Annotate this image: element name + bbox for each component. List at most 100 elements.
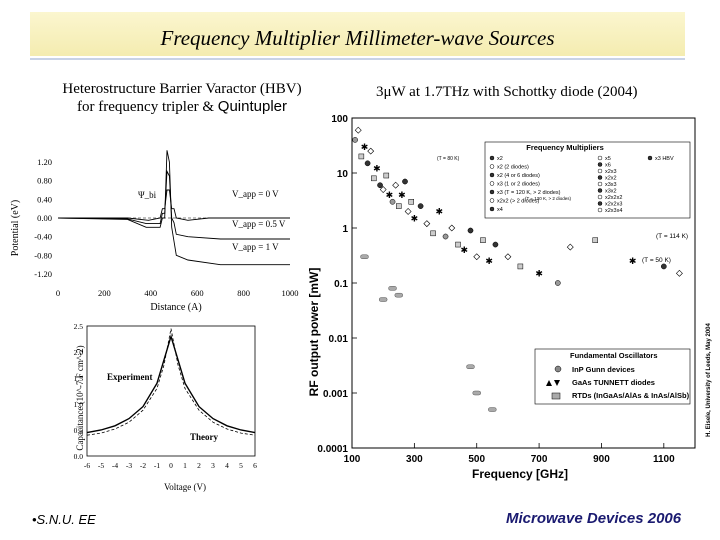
rf-point <box>675 269 683 277</box>
capacitance-ytick: 0.0 <box>74 452 84 461</box>
capacitance-xtick: 2 <box>197 461 201 470</box>
potential-ytick: 0.40 <box>37 194 52 204</box>
rf-point <box>352 137 358 143</box>
capacitance-ytick: 1.5 <box>74 374 84 383</box>
rf-xlabel: Frequency [GHz] <box>472 467 568 481</box>
rf-legend2-gunn-marker <box>554 365 562 373</box>
rf-point: ✱ <box>398 190 406 200</box>
potential-annotation-v0: V_app = 0 V <box>232 189 279 199</box>
rf-point <box>408 199 414 205</box>
capacitance-ytick: 0.5 <box>74 426 84 435</box>
potential-xtick: 0 <box>56 288 60 298</box>
rf-xtick: 1100 <box>653 454 675 465</box>
potential-xtick: 200 <box>98 288 111 298</box>
rf-point: ✱ <box>411 213 419 223</box>
capacitance-ytick: 2.5 <box>74 322 84 331</box>
capacitance-xtick: -3 <box>126 461 132 470</box>
rf-legend2-box <box>534 348 691 405</box>
potential-ylabel: Potential (eV) <box>10 200 21 256</box>
hbv-heading-line2-prefix: for frequency tripler & <box>77 99 215 115</box>
capacitance-xtick: 1 <box>183 461 187 470</box>
rf-point <box>455 241 461 248</box>
potential-chart: Potential (eV) 1.20 0.80 0.40 0.00 -0.40 -0.8… <box>10 150 299 313</box>
rf-power-chart: RF output power [mW] 100 10 1 0.1 0.01 0.001 0… <box>307 114 712 481</box>
rf-oscillator-point <box>472 390 481 396</box>
hbv-heading-line2-suffix: Quintupler <box>217 98 287 115</box>
potential-annotation-v05: V_app = 0.5 V <box>232 219 286 229</box>
potential-series-line <box>57 150 290 266</box>
rf-oscillator-point <box>466 364 475 370</box>
rf-point <box>430 230 436 237</box>
potential-ytick: 0.00 <box>37 213 52 223</box>
rf-point: ✱ <box>373 164 381 174</box>
rf-point: ✱ <box>460 245 468 255</box>
rf-legend-marker <box>597 168 603 174</box>
rf-point <box>592 237 598 243</box>
capacitance-chart: Capacitance (10^-7 F cm^-2) 0.0 0.5 1.0 1.5… <box>74 322 258 492</box>
potential-xlabel: Distance (A) <box>150 302 201 313</box>
rf-point <box>492 241 499 248</box>
capacitance-ytick: 2.0 <box>74 348 84 357</box>
rf-legend-entry: x4 <box>497 207 503 213</box>
rf-legend-entry: x3 (1 or 2 diodes) <box>497 182 540 188</box>
rf-legend-entry: x2 <box>497 156 503 162</box>
footer-affiliation: •S.N.U. EE <box>32 512 96 527</box>
rf-legend-title: Frequency Multipliers <box>526 143 604 152</box>
potential-annotation-psi: Ψ_bi <box>138 190 157 200</box>
rf-point <box>423 220 431 228</box>
rf-legend-box <box>484 141 691 219</box>
rf-xtick: 900 <box>593 454 610 465</box>
rf-ylabel: RF output power [mW] <box>307 268 321 397</box>
footer-course: Microwave Devices 2006 <box>506 510 682 527</box>
rf-point <box>364 160 371 167</box>
rf-legend-entry: x3x2 <box>605 189 617 195</box>
capacitance-xtick: -6 <box>84 461 90 470</box>
rf-legend-marker <box>597 175 603 180</box>
thz-heading: 3μW at 1.7THz with Schottky diode (2004) <box>376 84 638 100</box>
title-bar: Frequency Multiplier Millimeter-wave Sou… <box>30 12 685 60</box>
rf-legend-marker <box>489 155 495 161</box>
capacitance-xtick: 4 <box>225 461 229 470</box>
potential-series-line <box>57 169 290 240</box>
rf-legend-note-1: (T = 80 K) <box>437 156 460 162</box>
rf-legend-entry: x3 HBV <box>655 156 674 162</box>
rf-point <box>448 224 456 232</box>
rf-legend-marker <box>597 188 603 193</box>
potential-ytick: 1.20 <box>37 157 52 167</box>
slide-title: Frequency Multiplier Millimeter-wave Sou… <box>160 26 555 50</box>
rf-point <box>473 253 481 261</box>
rf-point <box>379 186 387 193</box>
capacitance-ylabel: Capacitance (10^-7 F cm^-2) <box>75 345 85 450</box>
rf-legend-entry: x3 (T = 120 K, > 2 diodes) <box>497 190 561 196</box>
capacitance-xtick: -4 <box>112 461 118 470</box>
capacitance-experiment-line <box>86 333 256 434</box>
rf-oscillator-point <box>360 254 369 260</box>
potential-xtick: 800 <box>237 288 250 298</box>
rf-point <box>367 147 375 155</box>
rf-legend-entry: x2 (2 diodes) <box>497 165 529 171</box>
capacitance-xtick: -2 <box>140 461 146 470</box>
rf-point <box>392 181 400 189</box>
rf-legend-entry: x5 <box>605 156 611 162</box>
rf-legend-entry: x2x2x2 <box>605 195 622 201</box>
rf-legend-marker <box>489 164 495 169</box>
potential-xtick: 400 <box>144 288 157 298</box>
rf-annotation-114k: (T = 114 K) <box>656 233 688 240</box>
rf-point <box>554 280 561 286</box>
rf-legend-marker <box>597 207 603 213</box>
rf-point: ✱ <box>361 142 369 152</box>
rf-point <box>358 153 365 160</box>
rf-xtick: 100 <box>344 454 361 465</box>
capacitance-theory-line <box>86 328 256 436</box>
potential-xtick: 1000 <box>282 288 299 298</box>
rf-legend-entry: x2x2 <box>605 176 617 182</box>
rf-point <box>517 263 524 270</box>
rf-legend-entry: x2x2x3 <box>605 202 622 208</box>
rf-legend-entry: x2x3 <box>605 169 617 175</box>
rf-oscillator-point <box>378 297 388 302</box>
capacitance-xtick: -1 <box>154 461 160 470</box>
capacitance-label-experiment: Experiment <box>107 372 153 382</box>
rf-point <box>377 182 383 189</box>
rf-point <box>660 263 667 270</box>
rf-point <box>504 253 512 261</box>
